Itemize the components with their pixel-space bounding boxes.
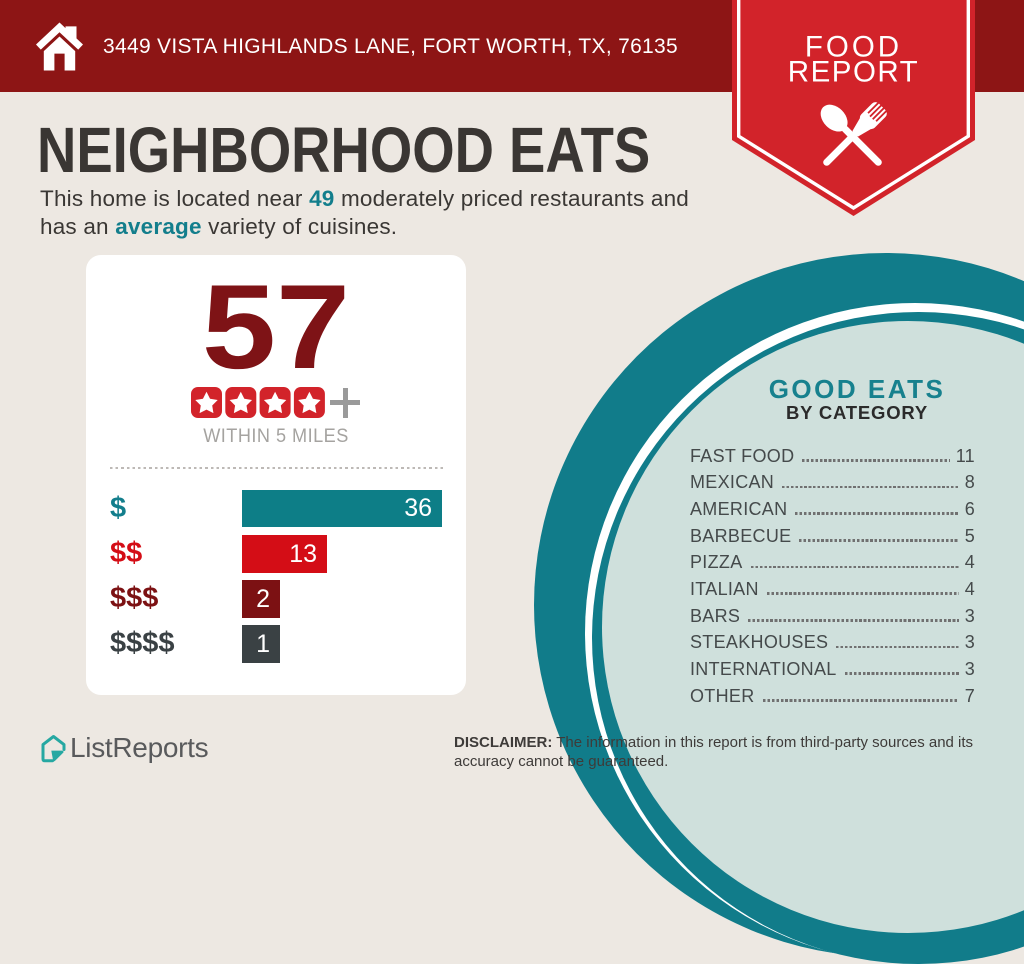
svg-text:FOOD: FOOD xyxy=(805,31,902,64)
svg-text:REPORT: REPORT xyxy=(788,56,919,89)
